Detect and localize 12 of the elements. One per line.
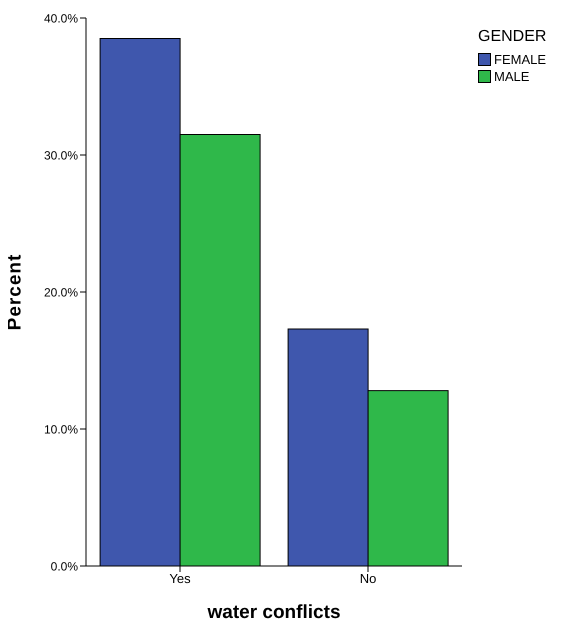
y-tick-label: 20.0%	[44, 285, 78, 300]
y-tick-label: 30.0%	[44, 148, 78, 162]
x-tick-label: Yes	[169, 571, 192, 586]
legend-title: GENDER	[478, 28, 548, 46]
x-axis-title: water conflicts	[206, 602, 341, 623]
y-tick-label: 40.0%	[44, 11, 78, 26]
legend-label: MALE	[494, 69, 530, 84]
y-tick-label: 10.0%	[44, 422, 78, 436]
y-axis-title: Percent	[4, 254, 26, 330]
x-tick-label: No	[360, 571, 376, 586]
y-tick-label: 0.0%	[50, 559, 78, 574]
legend-label: FEMALE	[494, 52, 546, 67]
